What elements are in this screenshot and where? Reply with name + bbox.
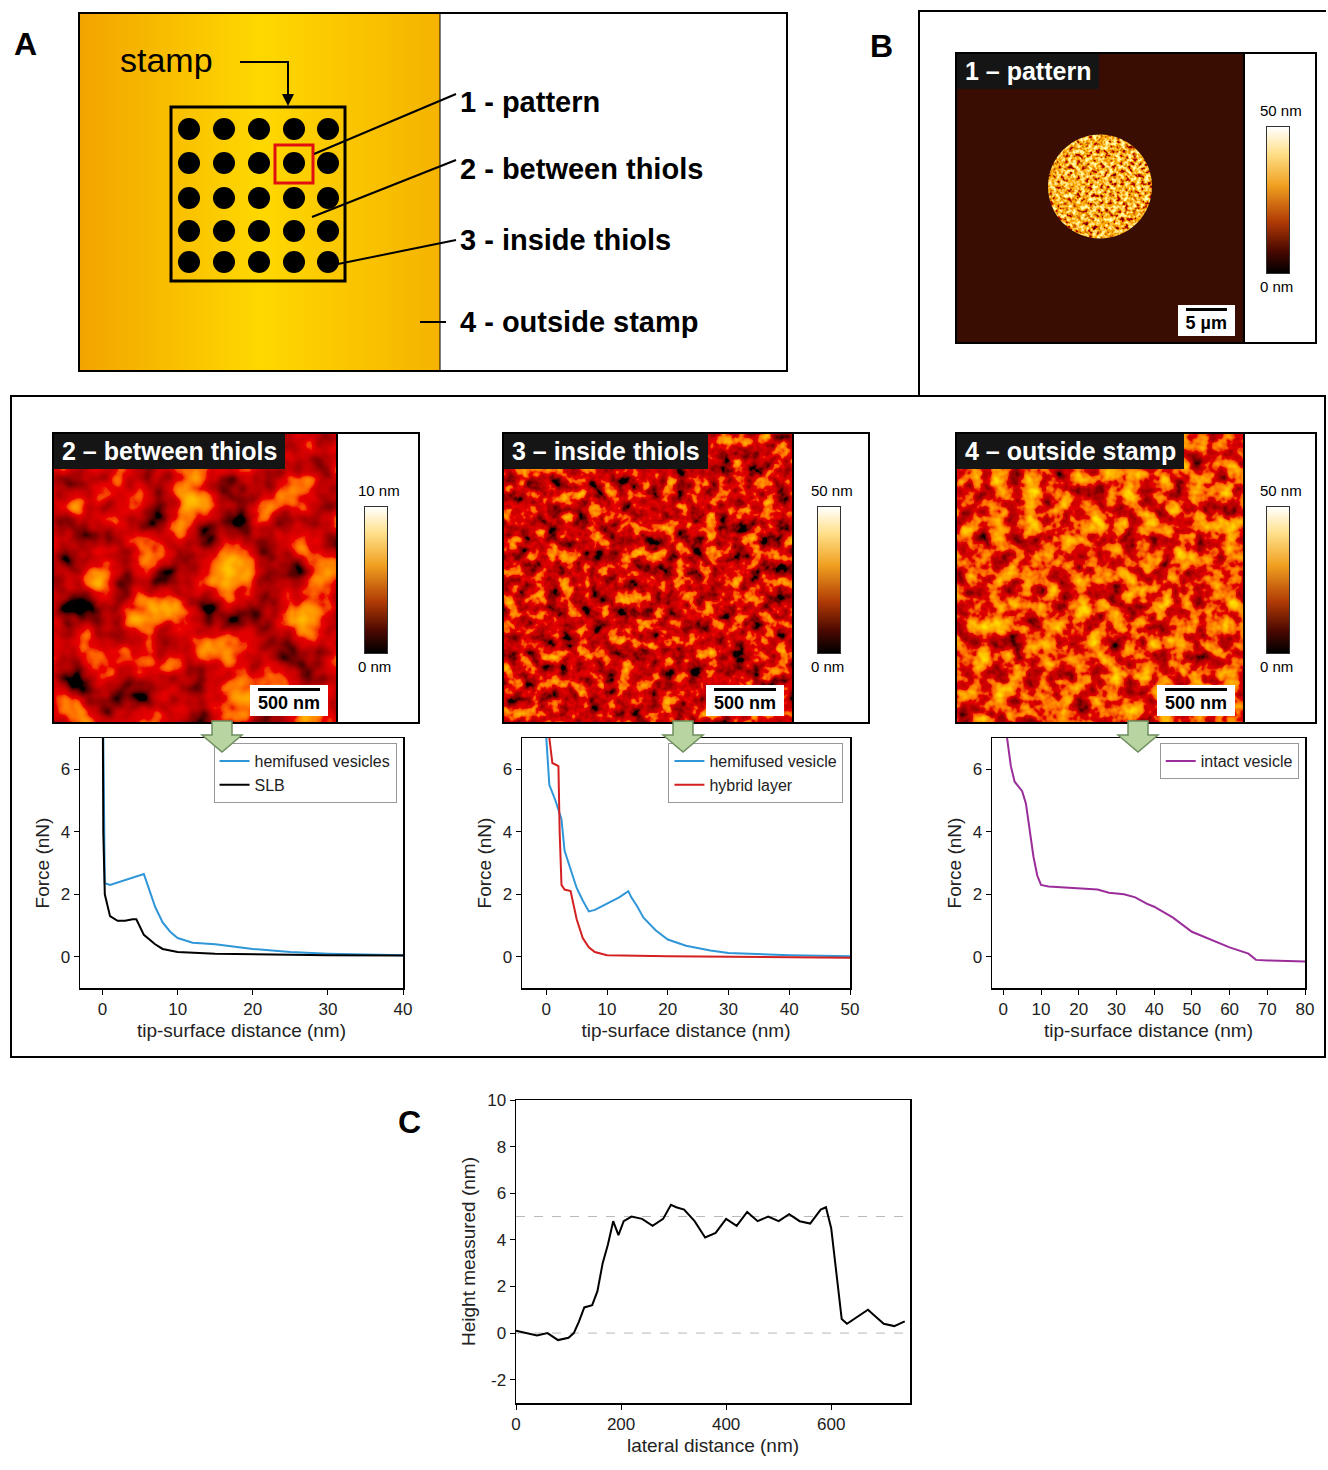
svg-text:hemifused vesicle: hemifused vesicle bbox=[709, 753, 836, 770]
svg-text:4: 4 bbox=[61, 823, 70, 842]
svg-text:Force (nN): Force (nN) bbox=[32, 818, 53, 909]
html-text:0 nm: 0 nm bbox=[811, 658, 845, 675]
svg-text:10: 10 bbox=[1032, 1000, 1051, 1019]
svg-text:1 - pattern: 1 - pattern bbox=[460, 86, 600, 118]
svg-text:4: 4 bbox=[503, 823, 512, 842]
html-text:500 nm: 500 nm bbox=[1165, 693, 1227, 713]
html-text:3 – inside thiols: 3 – inside thiols bbox=[512, 437, 700, 465]
svg-text:2: 2 bbox=[973, 885, 982, 904]
html-text:0 nm: 0 nm bbox=[358, 658, 392, 675]
html-text:2 – between thiols: 2 – between thiols bbox=[62, 437, 278, 465]
svg-text:80: 80 bbox=[1296, 1000, 1315, 1019]
svg-text:4 - outside stamp: 4 - outside stamp bbox=[460, 306, 699, 338]
html-text:50 nm: 50 nm bbox=[1260, 482, 1302, 499]
svg-text:0: 0 bbox=[511, 1415, 520, 1434]
svg-text:2 - between thiols: 2 - between thiols bbox=[460, 153, 703, 185]
svg-text:tip-surface distance (nm): tip-surface distance (nm) bbox=[137, 1020, 346, 1041]
svg-text:6: 6 bbox=[503, 760, 512, 779]
svg-text:8: 8 bbox=[497, 1138, 506, 1157]
svg-text:hybrid layer: hybrid layer bbox=[709, 777, 792, 794]
svg-text:Force (nN): Force (nN) bbox=[944, 818, 965, 909]
svg-text:intact vesicle: intact vesicle bbox=[1201, 753, 1293, 770]
svg-text:6: 6 bbox=[497, 1184, 506, 1203]
svg-text:30: 30 bbox=[719, 1000, 738, 1019]
html-text:10 nm: 10 nm bbox=[358, 482, 400, 499]
svg-text:6: 6 bbox=[973, 760, 982, 779]
html-text:4 – outside stamp: 4 – outside stamp bbox=[965, 437, 1177, 465]
svg-text:40: 40 bbox=[780, 1000, 799, 1019]
svg-text:tip-surface distance (nm): tip-surface distance (nm) bbox=[581, 1020, 790, 1041]
svg-text:tip-surface distance (nm): tip-surface distance (nm) bbox=[1044, 1020, 1253, 1041]
svg-text:4: 4 bbox=[497, 1231, 506, 1250]
svg-text:0: 0 bbox=[999, 1000, 1008, 1019]
html-text:0 nm: 0 nm bbox=[1260, 278, 1294, 295]
svg-text:30: 30 bbox=[318, 1000, 337, 1019]
svg-text:lateral distance (nm): lateral distance (nm) bbox=[627, 1435, 799, 1456]
html-text:C: C bbox=[398, 1104, 422, 1140]
svg-text:0: 0 bbox=[497, 1324, 506, 1343]
html-text:500 nm: 500 nm bbox=[258, 693, 320, 713]
svg-text:2: 2 bbox=[503, 885, 512, 904]
svg-text:0: 0 bbox=[542, 1000, 551, 1019]
svg-text:2: 2 bbox=[497, 1277, 506, 1296]
svg-text:40: 40 bbox=[394, 1000, 413, 1019]
html-text:5 µm: 5 µm bbox=[1185, 313, 1227, 333]
svg-text:50: 50 bbox=[841, 1000, 860, 1019]
svg-text:20: 20 bbox=[243, 1000, 262, 1019]
svg-text:3 - inside thiols: 3 - inside thiols bbox=[460, 224, 671, 256]
html-text:0 nm: 0 nm bbox=[1260, 658, 1294, 675]
svg-text:30: 30 bbox=[1107, 1000, 1126, 1019]
svg-text:4: 4 bbox=[973, 823, 982, 842]
svg-text:600: 600 bbox=[817, 1415, 845, 1434]
svg-text:20: 20 bbox=[658, 1000, 677, 1019]
svg-text:SLB: SLB bbox=[255, 777, 285, 794]
html-text:A: A bbox=[14, 26, 38, 62]
html-text:500 nm: 500 nm bbox=[714, 693, 776, 713]
svg-text:Force (nN): Force (nN) bbox=[474, 818, 495, 909]
svg-text:40: 40 bbox=[1145, 1000, 1164, 1019]
svg-text:hemifused vesicles: hemifused vesicles bbox=[255, 753, 390, 770]
svg-text:70: 70 bbox=[1258, 1000, 1277, 1019]
html-text:1 – pattern: 1 – pattern bbox=[965, 57, 1092, 85]
svg-text:10: 10 bbox=[598, 1000, 617, 1019]
svg-text:200: 200 bbox=[607, 1415, 635, 1434]
svg-text:20: 20 bbox=[1069, 1000, 1088, 1019]
svg-text:0: 0 bbox=[503, 948, 512, 967]
html-text:B: B bbox=[870, 28, 894, 64]
html-text:50 nm: 50 nm bbox=[1260, 102, 1302, 119]
svg-text:60: 60 bbox=[1220, 1000, 1239, 1019]
svg-text:-2: -2 bbox=[491, 1371, 506, 1390]
svg-text:stamp: stamp bbox=[120, 41, 213, 79]
html-text:50 nm: 50 nm bbox=[811, 482, 853, 499]
svg-text:10: 10 bbox=[487, 1091, 506, 1110]
svg-text:2: 2 bbox=[61, 885, 70, 904]
svg-text:0: 0 bbox=[98, 1000, 107, 1019]
svg-text:6: 6 bbox=[61, 760, 70, 779]
svg-text:Height measured (nm): Height measured (nm) bbox=[458, 1157, 479, 1346]
svg-text:50: 50 bbox=[1182, 1000, 1201, 1019]
svg-text:10: 10 bbox=[168, 1000, 187, 1019]
svg-text:400: 400 bbox=[712, 1415, 740, 1434]
svg-text:0: 0 bbox=[61, 948, 70, 967]
svg-text:0: 0 bbox=[973, 948, 982, 967]
